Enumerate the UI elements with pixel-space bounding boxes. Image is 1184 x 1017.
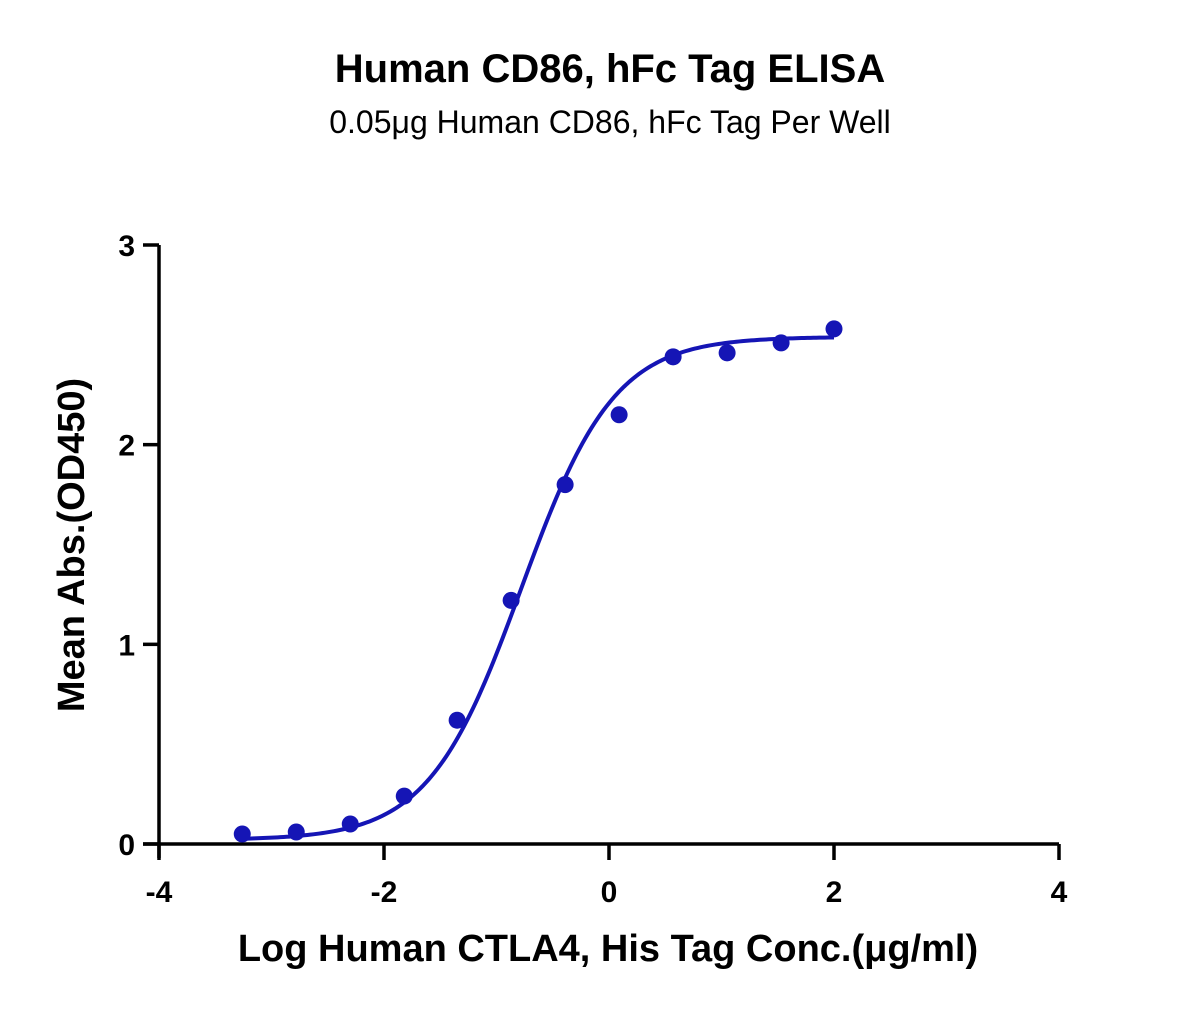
data-point bbox=[287, 823, 305, 841]
x-tick-label: 4 bbox=[1051, 876, 1068, 909]
data-point bbox=[664, 348, 682, 366]
x-tick-label: -4 bbox=[146, 876, 173, 909]
axes: 0 1 2 3 -4 -2 0 2 4 bbox=[118, 230, 1067, 909]
y-tick-label: 0 bbox=[118, 829, 135, 862]
data-point bbox=[341, 815, 359, 833]
data-point bbox=[395, 787, 413, 805]
y-axis-label: Mean Abs.(OD450) bbox=[51, 378, 93, 712]
x-tick-label: -2 bbox=[371, 876, 398, 909]
fit-curve bbox=[242, 335, 835, 841]
x-axis-label: Log Human CTLA4, His Tag Conc.(μg/ml) bbox=[238, 928, 978, 970]
data-points-layer bbox=[233, 320, 843, 843]
data-point bbox=[502, 591, 520, 609]
data-point bbox=[448, 711, 466, 729]
x-tick-label: 2 bbox=[826, 876, 843, 909]
x-tick-label: 0 bbox=[601, 876, 618, 909]
data-point bbox=[233, 825, 251, 843]
data-point bbox=[772, 334, 790, 352]
y-tick-label: 1 bbox=[118, 629, 135, 662]
data-point bbox=[610, 406, 628, 424]
y-tick-label: 3 bbox=[118, 230, 135, 263]
y-tick-label: 2 bbox=[118, 430, 135, 463]
data-point bbox=[718, 344, 736, 362]
data-point bbox=[825, 320, 843, 338]
chart-title: Human CD86, hFc Tag ELISA bbox=[335, 47, 885, 91]
data-point bbox=[556, 476, 574, 494]
chart-subtitle: 0.05μg Human CD86, hFc Tag Per Well bbox=[329, 104, 891, 140]
fit-curve-layer bbox=[242, 335, 835, 841]
